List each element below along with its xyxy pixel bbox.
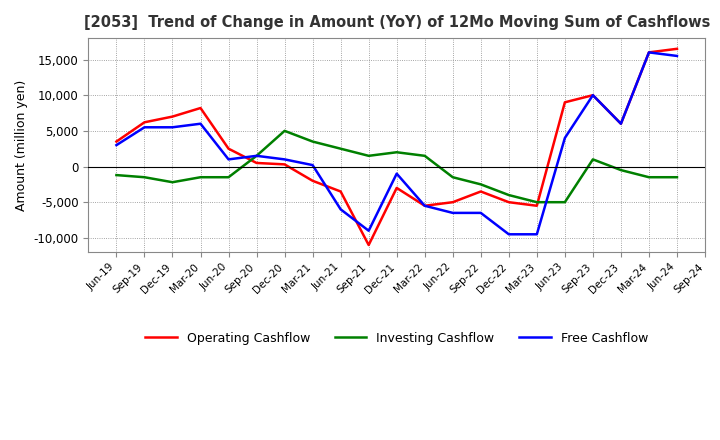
Investing Cashflow [505, 192, 513, 198]
Investing Cashflow [561, 200, 570, 205]
Investing Cashflow [168, 180, 177, 185]
Free Cashflow [168, 125, 177, 130]
Investing Cashflow [140, 175, 149, 180]
Operating Cashflow [505, 200, 513, 205]
Free Cashflow [672, 53, 681, 59]
Free Cashflow [644, 50, 653, 55]
Investing Cashflow [280, 128, 289, 133]
Y-axis label: Amount (million yen): Amount (million yen) [15, 80, 28, 211]
Operating Cashflow [533, 203, 541, 209]
Free Cashflow [420, 203, 429, 209]
Free Cashflow [308, 162, 317, 168]
Free Cashflow [336, 207, 345, 212]
Operating Cashflow [644, 50, 653, 55]
Line: Operating Cashflow: Operating Cashflow [117, 49, 677, 245]
Free Cashflow [561, 136, 570, 141]
Investing Cashflow [616, 168, 625, 173]
Free Cashflow [477, 210, 485, 216]
Free Cashflow [140, 125, 149, 130]
Legend: Operating Cashflow, Investing Cashflow, Free Cashflow: Operating Cashflow, Investing Cashflow, … [140, 327, 653, 350]
Operating Cashflow [477, 189, 485, 194]
Investing Cashflow [533, 200, 541, 205]
Investing Cashflow [477, 182, 485, 187]
Free Cashflow [224, 157, 233, 162]
Free Cashflow [392, 171, 401, 176]
Investing Cashflow [224, 175, 233, 180]
Investing Cashflow [112, 172, 121, 178]
Operating Cashflow [140, 120, 149, 125]
Investing Cashflow [196, 175, 204, 180]
Operating Cashflow [336, 189, 345, 194]
Investing Cashflow [364, 153, 373, 158]
Investing Cashflow [644, 175, 653, 180]
Operating Cashflow [616, 121, 625, 126]
Free Cashflow [112, 143, 121, 148]
Investing Cashflow [336, 146, 345, 151]
Investing Cashflow [392, 150, 401, 155]
Operating Cashflow [588, 92, 597, 98]
Line: Free Cashflow: Free Cashflow [117, 52, 677, 234]
Operating Cashflow [420, 203, 429, 209]
Investing Cashflow [672, 175, 681, 180]
Free Cashflow [196, 121, 204, 126]
Free Cashflow [616, 121, 625, 126]
Operating Cashflow [364, 242, 373, 248]
Operating Cashflow [112, 139, 121, 144]
Investing Cashflow [308, 139, 317, 144]
Operating Cashflow [672, 46, 681, 51]
Operating Cashflow [196, 106, 204, 111]
Free Cashflow [449, 210, 457, 216]
Operating Cashflow [224, 146, 233, 151]
Free Cashflow [364, 228, 373, 233]
Free Cashflow [505, 231, 513, 237]
Free Cashflow [588, 92, 597, 98]
Investing Cashflow [252, 153, 261, 158]
Operating Cashflow [280, 162, 289, 167]
Line: Investing Cashflow: Investing Cashflow [117, 131, 677, 202]
Operating Cashflow [392, 185, 401, 191]
Operating Cashflow [308, 178, 317, 183]
Investing Cashflow [588, 157, 597, 162]
Free Cashflow [252, 153, 261, 158]
Investing Cashflow [449, 175, 457, 180]
Operating Cashflow [168, 114, 177, 119]
Operating Cashflow [252, 160, 261, 165]
Operating Cashflow [561, 100, 570, 105]
Free Cashflow [533, 231, 541, 237]
Operating Cashflow [449, 200, 457, 205]
Investing Cashflow [420, 153, 429, 158]
Free Cashflow [280, 157, 289, 162]
Title: [2053]  Trend of Change in Amount (YoY) of 12Mo Moving Sum of Cashflows: [2053] Trend of Change in Amount (YoY) o… [84, 15, 710, 30]
